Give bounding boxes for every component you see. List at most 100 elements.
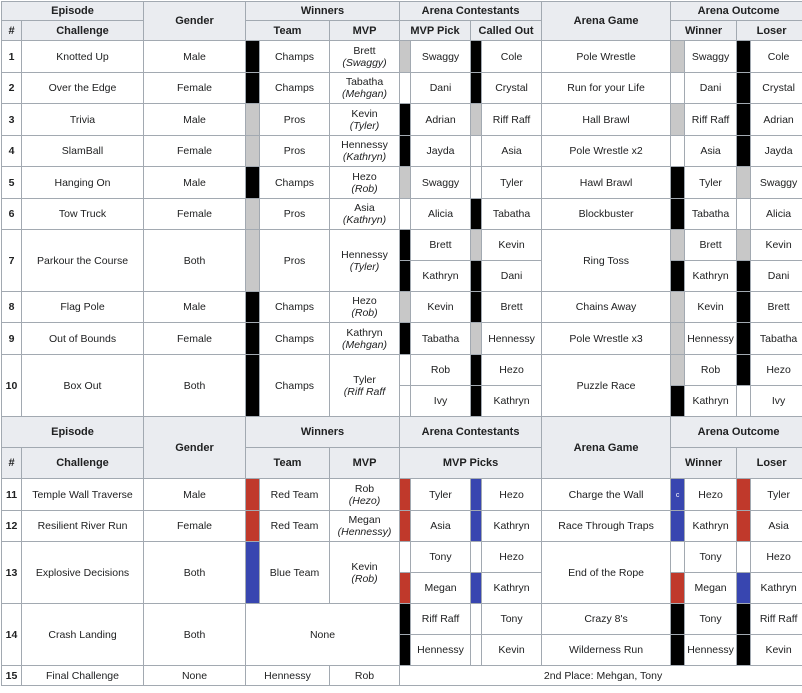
episode-number: 15 (2, 666, 22, 686)
winner-cell: Kathryn (685, 386, 737, 417)
mvp-partner: (Rob) (351, 573, 377, 585)
mvp-name: Brett (353, 45, 375, 57)
winner-header: Winner (671, 448, 737, 479)
pick-color-swatch (400, 355, 411, 386)
team-color-swatch (246, 292, 260, 323)
mvp-partner: (Rob) (351, 307, 377, 319)
final-placement-cell: 2nd Place: Mehgan, Tony (400, 666, 802, 686)
team-color-swatch (246, 167, 260, 199)
mvp-pick-cell: Dani (411, 73, 471, 104)
gender-cell: Both (144, 542, 246, 604)
episode-header: Episode (2, 417, 144, 448)
pick-color-swatch (471, 479, 482, 511)
pick-color-swatch (400, 479, 411, 511)
mvp-pick-cell: Swaggy (411, 167, 471, 199)
pick-color-swatch (400, 542, 411, 573)
challenge-header: Challenge (22, 21, 144, 41)
loser-color-swatch (737, 136, 751, 167)
loser-cell: Swaggy (751, 167, 802, 199)
table-row: 12 Resilient River Run Female Red Team M… (2, 511, 802, 542)
mvp-header: MVP (330, 448, 400, 479)
arena-game-cell: End of the Rope (542, 542, 671, 604)
called-out-cell: Crystal (482, 73, 542, 104)
episode-number: 8 (2, 292, 22, 323)
pick-color-swatch (400, 167, 411, 199)
mvp-cell: Hezo(Rob) (330, 167, 400, 199)
team-color-swatch (246, 73, 260, 104)
mvp-pick-cell: Kathryn (482, 573, 542, 604)
arena-game-cell: Race Through Traps (542, 511, 671, 542)
mvp-name: Megan (348, 514, 380, 526)
team-cell: Red Team (260, 511, 330, 542)
mvp-pick-cell: Brett (411, 230, 471, 261)
mvp-cell: Asia(Kathryn) (330, 199, 400, 230)
called-out-cell: Cole (482, 41, 542, 73)
mvp-partner: (Hezo) (349, 495, 381, 507)
called-out-header: Called Out (471, 21, 542, 41)
loser-cell: Alicia (751, 199, 802, 230)
called-out-cell: Hennessy (482, 323, 542, 355)
mvp-pick-cell: Kevin (411, 292, 471, 323)
team-cell: Champs (260, 167, 330, 199)
team-color-swatch (246, 230, 260, 292)
challenge-name: Crash Landing (22, 604, 144, 666)
mvp-pick-cell: Swaggy (411, 41, 471, 73)
gender-cell: Female (144, 199, 246, 230)
table-row: 11 Temple Wall Traverse Male Red Team Ro… (2, 479, 802, 511)
team-color-swatch (246, 511, 260, 542)
challenge-name: Temple Wall Traverse (22, 479, 144, 511)
gender-cell: Female (144, 136, 246, 167)
mvp-pick-cell: Hezo (482, 542, 542, 573)
loser-cell: Hezo (751, 542, 802, 573)
episode-number: 7 (2, 230, 22, 292)
loser-cell: Brett (751, 292, 802, 323)
mvp-pick-cell: Tony (411, 542, 471, 573)
challenge-name: Box Out (22, 355, 144, 417)
winner-color-swatch (671, 261, 685, 292)
called-out-cell: Kathryn (482, 386, 542, 417)
mvp-name: Asia (354, 202, 374, 214)
winner-color-swatch (671, 230, 685, 261)
team-color-swatch (246, 136, 260, 167)
loser-color-swatch (737, 386, 751, 417)
winner-cell: Brett (685, 230, 737, 261)
gender-cell: Male (144, 41, 246, 73)
loser-cell: Tyler (751, 479, 802, 511)
team-cell: Pros (260, 104, 330, 136)
mvp-partner: (Kathryn) (343, 151, 386, 163)
gender-cell: None (144, 666, 246, 686)
episode-number: 1 (2, 41, 22, 73)
mvp-name: Hezo (352, 171, 377, 183)
mvp-pick-cell: Rob (411, 355, 471, 386)
winner-color-swatch (671, 41, 685, 73)
loser-cell: Jayda (751, 136, 802, 167)
team-cell: Pros (260, 230, 330, 292)
called-out-cell: Brett (482, 292, 542, 323)
table-row: 3 Trivia Male Pros Kevin(Tyler) Adrian R… (2, 104, 802, 136)
winner-color-swatch (671, 292, 685, 323)
winners-none-cell: None (246, 604, 400, 666)
challenge-name: Hanging On (22, 167, 144, 199)
challenge-name: Parkour the Course (22, 230, 144, 292)
loser-cell: Asia (751, 511, 802, 542)
challenge-name: Over the Edge (22, 73, 144, 104)
mvp-cell: Kevin(Rob) (330, 542, 400, 604)
mvp-cell: Hennessy(Kathryn) (330, 136, 400, 167)
pick-color-swatch (471, 604, 482, 635)
team-color-swatch (246, 104, 260, 136)
loser-color-swatch (737, 573, 751, 604)
loser-color-swatch (737, 167, 751, 199)
called-color-swatch (471, 41, 482, 73)
table-row: 8 Flag Pole Male Champs Hezo(Rob) Kevin … (2, 292, 802, 323)
called-color-swatch (471, 199, 482, 230)
pick-color-swatch (400, 41, 411, 73)
arena-outcome-header: Arena Outcome (671, 2, 802, 21)
winner-cell: Rob (685, 355, 737, 386)
winner-color-swatch (671, 604, 685, 635)
loser-cell: Kevin (751, 635, 802, 666)
gender-cell: Female (144, 511, 246, 542)
loser-cell: Kathryn (751, 573, 802, 604)
winner-color-swatch (671, 73, 685, 104)
gender-cell: Female (144, 73, 246, 104)
